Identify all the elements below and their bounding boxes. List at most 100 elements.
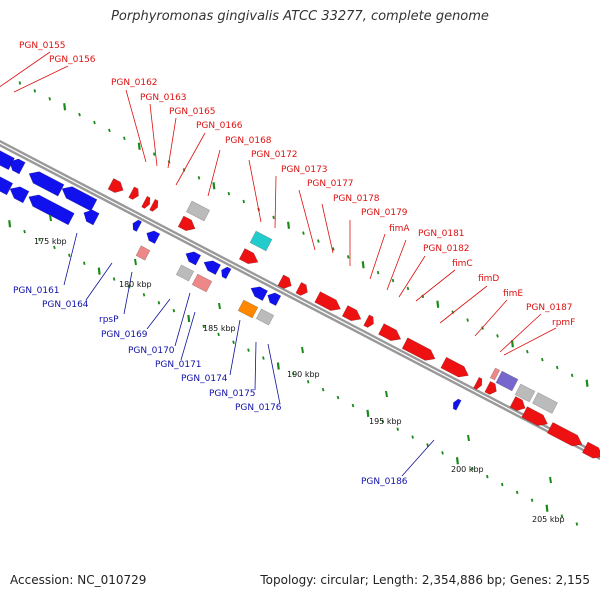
forward-gene[interactable] — [149, 198, 161, 212]
forward-gene[interactable] — [107, 178, 126, 195]
forward-gene[interactable] — [473, 376, 485, 390]
other-gene[interactable] — [532, 392, 558, 414]
callout-line — [248, 159, 262, 223]
reverse-gene[interactable] — [183, 249, 202, 266]
gene-label-forward[interactable]: fimD — [478, 274, 499, 284]
reverse-gene[interactable] — [451, 398, 462, 411]
callout-line — [167, 117, 177, 169]
gc-mark — [232, 340, 235, 344]
forward-gene[interactable] — [484, 380, 499, 396]
callout-line — [207, 149, 221, 197]
gene-label-forward[interactable]: fimA — [389, 224, 410, 234]
pink-gene[interactable] — [489, 367, 501, 381]
forward-gene[interactable] — [128, 186, 142, 201]
reverse-gene[interactable] — [7, 183, 30, 204]
gc-mark — [515, 490, 519, 495]
forward-gene[interactable] — [295, 281, 310, 297]
reverse-gene[interactable] — [7, 156, 26, 175]
gene-label-forward[interactable]: PGN_0178 — [333, 194, 380, 204]
rna-gene[interactable] — [237, 299, 259, 319]
reverse-gene[interactable] — [201, 257, 222, 275]
gene-label-forward[interactable]: PGN_0166 — [196, 121, 243, 131]
gene-label-reverse[interactable]: PGN_0171 — [155, 360, 202, 370]
gene-label-reverse[interactable]: PGN_0164 — [42, 300, 89, 310]
gc-mark — [227, 191, 231, 196]
tick-label: 180 kbp — [119, 280, 152, 289]
scale-tick-mark — [218, 302, 221, 310]
gene-label-forward[interactable]: PGN_0155 — [19, 41, 66, 51]
forward-gene[interactable] — [378, 323, 403, 345]
other-gene[interactable] — [255, 308, 275, 326]
gene-label-forward[interactable]: PGN_0177 — [307, 179, 354, 189]
reverse-gene[interactable] — [0, 146, 15, 171]
gene-label-forward[interactable]: PGN_0165 — [169, 107, 216, 117]
forward-gene[interactable] — [440, 356, 471, 381]
accession-text: Accession: NC_010729 — [10, 573, 147, 587]
gene-label-reverse[interactable]: PGN_0186 — [361, 477, 408, 487]
gene-label-reverse[interactable]: rpsP — [99, 315, 119, 325]
gene-label-forward[interactable]: PGN_0181 — [418, 229, 465, 239]
purple-gene[interactable] — [495, 370, 519, 392]
other-gene[interactable] — [514, 383, 536, 403]
pink-gene[interactable] — [135, 245, 151, 261]
gene-label-forward[interactable]: PGN_0162 — [111, 78, 158, 88]
gene-label-reverse[interactable]: PGN_0161 — [13, 286, 60, 296]
gene-label-reverse[interactable]: PGN_0176 — [235, 403, 282, 413]
reverse-gene[interactable] — [26, 168, 65, 197]
forward-gene[interactable] — [314, 291, 344, 315]
gc-mark — [526, 349, 529, 354]
reverse-gene[interactable] — [219, 265, 232, 280]
callout-line — [149, 103, 158, 167]
forward-gene[interactable] — [341, 305, 364, 325]
forward-gene[interactable] — [141, 195, 153, 209]
reverse-gene[interactable] — [26, 191, 75, 226]
gc-mark — [142, 293, 146, 297]
other-gene[interactable] — [185, 200, 211, 222]
gene-label-forward[interactable]: PGN_0172 — [251, 150, 298, 160]
gene-label-forward[interactable]: PGN_0187 — [526, 303, 573, 313]
gene-label-forward[interactable]: PGN_0179 — [361, 208, 408, 218]
gene-label-forward[interactable]: PGN_0173 — [281, 165, 328, 175]
gene-label-forward[interactable]: fimC — [452, 259, 473, 269]
gc-mark — [500, 482, 504, 487]
pink-gene[interactable] — [191, 273, 213, 293]
forward-gene[interactable] — [401, 337, 438, 364]
forward-gene[interactable] — [521, 406, 551, 430]
other-gene[interactable] — [175, 264, 195, 282]
forward-gene[interactable] — [546, 421, 584, 449]
gene-label-reverse[interactable]: PGN_0175 — [209, 389, 256, 399]
reverse-gene[interactable] — [248, 283, 269, 301]
callout-line — [229, 319, 241, 376]
forward-gene[interactable] — [177, 215, 198, 234]
gc-mark — [108, 128, 111, 133]
reverse-gene[interactable] — [0, 173, 14, 196]
gene-label-reverse[interactable]: PGN_0174 — [181, 374, 228, 384]
gc-mark — [272, 215, 275, 220]
forward-gene[interactable] — [277, 274, 294, 291]
reverse-gene[interactable] — [144, 228, 161, 245]
reverse-gene[interactable] — [59, 183, 98, 212]
reverse-gene[interactable] — [130, 219, 143, 232]
callout-line — [63, 232, 78, 286]
gene-label-forward[interactable]: PGN_0163 — [140, 93, 187, 103]
reverse-gene[interactable] — [81, 207, 100, 226]
scale-tick-mark — [467, 434, 470, 442]
gc-mark — [123, 136, 126, 141]
reverse-gene[interactable] — [265, 290, 282, 307]
forward-gene[interactable] — [581, 441, 600, 462]
forward-gene[interactable] — [238, 248, 261, 268]
cyan-gene[interactable] — [249, 230, 273, 252]
scale-tick-mark — [49, 214, 52, 222]
gc-mark — [93, 120, 96, 125]
gene-label-reverse[interactable]: PGN_0169 — [101, 330, 148, 340]
gene-label-forward[interactable]: PGN_0156 — [49, 55, 96, 65]
gene-label-forward[interactable]: PGN_0182 — [423, 244, 470, 254]
gene-label-forward[interactable]: fimE — [503, 289, 523, 299]
forward-gene[interactable] — [509, 396, 528, 413]
forward-gene[interactable] — [363, 314, 377, 329]
gene-label-forward[interactable]: rpmF — [552, 318, 575, 328]
gene-label-reverse[interactable]: PGN_0170 — [128, 346, 175, 356]
gc-mark — [560, 514, 564, 518]
gene-label-forward[interactable]: PGN_0168 — [225, 136, 272, 146]
